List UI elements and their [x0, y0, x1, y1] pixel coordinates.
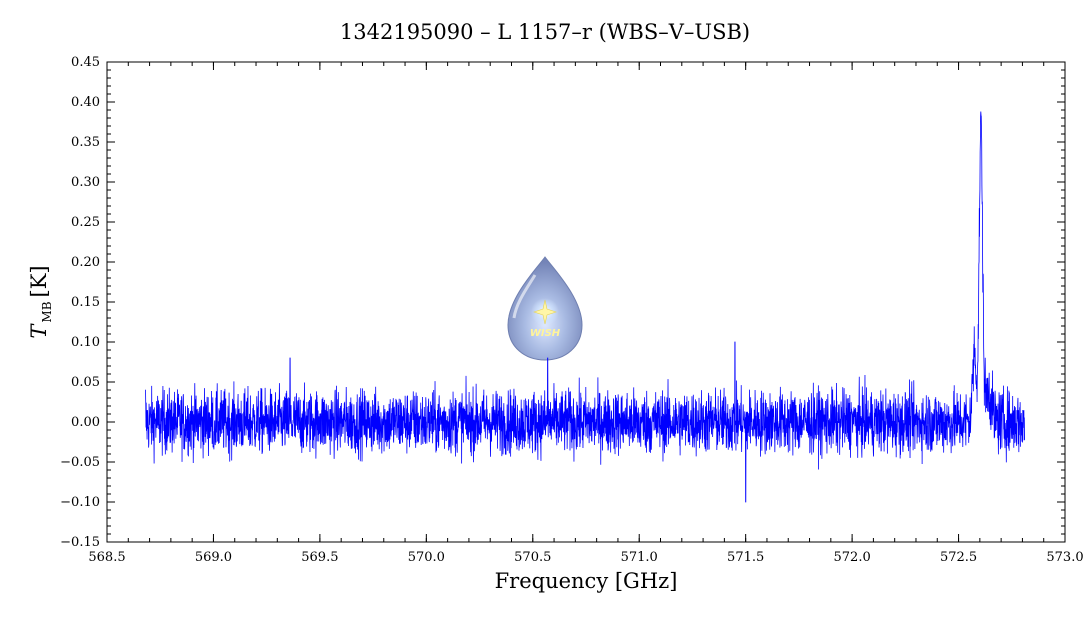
x-tick-label: 571.0	[621, 550, 658, 565]
x-axis-label: Frequency [GHz]	[495, 569, 678, 593]
y-tick-label: −0.05	[60, 455, 100, 470]
x-tick-label: 572.0	[834, 550, 871, 565]
x-tick-label: 570.5	[514, 550, 551, 565]
logo-star-icon	[533, 299, 557, 325]
wish-logo: WISH	[507, 256, 583, 361]
x-tick-label: 570.0	[408, 550, 445, 565]
plot-area	[106, 61, 1066, 543]
y-tick-label: 0.00	[71, 415, 100, 430]
y-tick-label: 0.20	[71, 255, 100, 270]
y-tick-label: 0.25	[71, 215, 100, 230]
x-tick-label: 569.5	[301, 550, 338, 565]
x-tick-label: 568.5	[88, 550, 125, 565]
y-tick-label: −0.10	[60, 495, 100, 510]
y-tick-label: 0.45	[71, 55, 100, 70]
logo-text: WISH	[530, 328, 561, 339]
y-axis-label-unit: [K]	[27, 265, 51, 297]
y-tick-label: 0.40	[71, 95, 100, 110]
y-tick-label: −0.15	[60, 535, 100, 550]
y-tick-label: 0.35	[71, 135, 100, 150]
y-axis-ticks: −0.15 −0.10 −0.05 0.00 0.05 0.10 0.15 0.20 0.25 0…	[60, 55, 1065, 550]
y-tick-label: 0.10	[71, 335, 100, 350]
x-axis-ticks: 568.5 569.0 569.5 570.0 570.5 571.0 571.5 572.0…	[88, 62, 1084, 565]
plot-frame	[106, 61, 1066, 543]
svg-text:TMB[K]: TMB [K]	[27, 265, 54, 338]
y-axis-label: TMB [K]	[27, 265, 54, 338]
x-tick-label: 569.0	[195, 550, 232, 565]
chart-title: 1342195090 – L 1157–r (WBS–V–USB)	[340, 20, 750, 44]
y-axis-label-symbol: T	[27, 323, 51, 339]
x-tick-label: 571.5	[727, 550, 764, 565]
y-axis-label-subscript: MB	[40, 301, 54, 322]
x-tick-label: 572.5	[940, 550, 977, 565]
x-tick-label: 573.0	[1046, 550, 1083, 565]
y-tick-label: 0.15	[71, 295, 100, 310]
y-tick-label: 0.30	[71, 175, 100, 190]
y-tick-label: 0.05	[71, 375, 100, 390]
spectrum-line	[145, 111, 1025, 503]
